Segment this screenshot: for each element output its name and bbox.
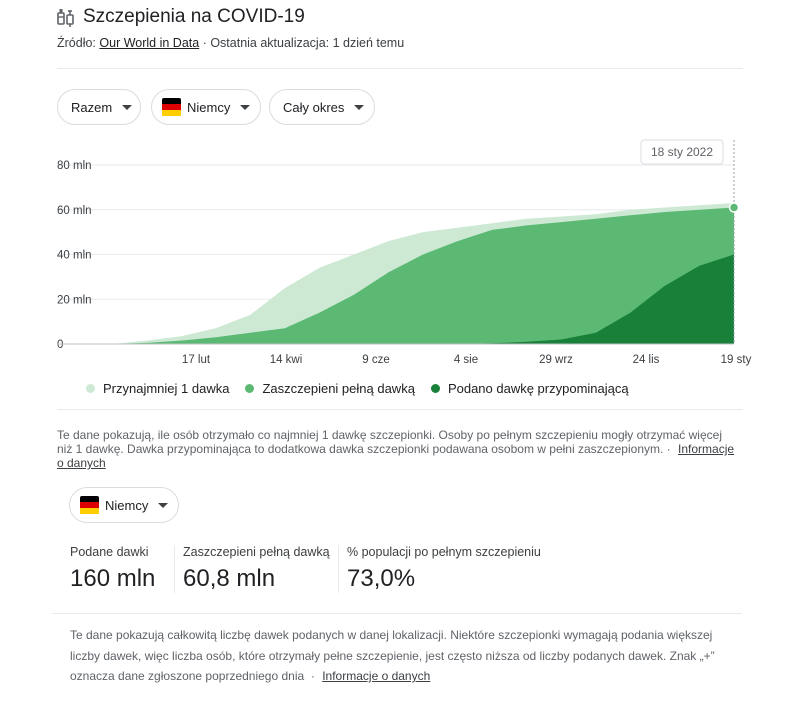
legend-dot (86, 384, 95, 393)
legend-label: Przynajmniej 1 dawka (103, 381, 230, 396)
page-title: Szczepienia na COVID-19 (83, 6, 305, 27)
source-line: Źródło: Our World in Data · Ostatnia akt… (57, 36, 404, 50)
area-booster (112, 254, 734, 344)
range-dropdown[interactable]: Cały okres (269, 89, 375, 125)
stat-population-percent: % populacji po pełnym szczepieniu 73,0% (347, 545, 541, 593)
note-separator: · (307, 669, 315, 683)
data-note-first: Te dane pokazują, ile osób otrzymało co … (57, 428, 737, 470)
last-update: · Ostatnia aktualizacja: 1 dzień temu (202, 36, 405, 50)
stat-value: 160 mln (70, 565, 156, 592)
stat-value: 60,8 mln (183, 565, 276, 592)
y-tick-label: 20 mln (57, 294, 92, 306)
x-tick-label: 19 sty (721, 354, 752, 366)
y-tick-label: 60 mln (57, 205, 92, 217)
stat-divider (338, 545, 339, 593)
x-tick-label: 17 lut (182, 354, 211, 366)
syringe-icon (57, 9, 74, 27)
note-text: Te dane pokazują całkowitą liczbę dawek … (70, 628, 715, 683)
source-prefix: Źródło: (57, 36, 96, 50)
chart-legend: Przynajmniej 1 dawka Zaszczepieni pełną … (86, 381, 645, 396)
metric-dropdown[interactable]: Razem (57, 89, 141, 125)
stat-value: 73,0% (347, 565, 416, 592)
legend-item-fully-vaccinated[interactable]: Zaszczepieni pełną dawką (245, 381, 415, 396)
data-info-link[interactable]: Informacje o danych (322, 669, 431, 683)
header: Szczepienia na COVID-19 (57, 6, 305, 28)
chevron-down-icon (122, 104, 133, 110)
stat-label: Podane dawki (70, 545, 149, 559)
stats-country-label: Niemcy (105, 497, 149, 513)
note-separator: · (666, 442, 671, 456)
legend-label: Zaszczepieni pełną dawką (262, 381, 415, 396)
y-tick-label: 0 (57, 339, 63, 351)
legend-dot (430, 384, 440, 393)
legend-label: Podano dawkę przypominającą (447, 381, 629, 396)
legend-item-booster[interactable]: Podano dawkę przypominającą (430, 381, 629, 396)
vaccination-area-chart[interactable]: 0 20 mln 40 mln 60 mln 80 mln 17 lut 14 kwi 9 c… (0, 135, 800, 370)
stats-country-dropdown[interactable]: Niemcy (69, 487, 179, 523)
x-tick-label: 24 lis (633, 354, 660, 366)
note-text: Te dane pokazują, ile osób otrzymało co … (57, 428, 722, 456)
chevron-down-icon (158, 502, 169, 508)
legend-dot (245, 384, 255, 393)
germany-flag-icon (162, 97, 181, 117)
metric-dropdown-label: Razem (71, 99, 113, 115)
x-tick-label: 29 wrz (539, 354, 573, 366)
x-tick-label: 9 cze (362, 354, 390, 366)
stat-label: % populacji po pełnym szczepieniu (347, 545, 541, 559)
x-tick-label: 14 kwi (270, 354, 303, 366)
hover-point (728, 202, 740, 213)
chevron-down-icon (240, 104, 251, 110)
divider (57, 409, 743, 410)
source-link[interactable]: Our World in Data (99, 36, 200, 50)
legend-item-first-dose[interactable]: Przynajmniej 1 dawka (86, 381, 229, 396)
divider (57, 68, 743, 69)
stat-doses-given: Podane dawki 160 mln (70, 545, 155, 593)
y-tick-label: 80 mln (57, 160, 92, 172)
stat-fully-vaccinated: Zaszczepieni pełną dawką 60,8 mln (183, 545, 330, 593)
tooltip-date: 18 sty 2022 (651, 145, 713, 159)
range-dropdown-label: Cały okres (283, 99, 345, 115)
stat-label: Zaszczepieni pełną dawką (183, 545, 330, 559)
area-fully-vaccinated (112, 207, 734, 344)
country-dropdown-label: Niemcy (187, 99, 231, 115)
country-dropdown[interactable]: Niemcy (151, 89, 261, 125)
data-note-second: Te dane pokazują całkowitą liczbę dawek … (70, 625, 720, 687)
divider (52, 613, 742, 614)
germany-flag-icon (80, 495, 99, 515)
chevron-down-icon (354, 104, 365, 110)
stat-divider (174, 545, 175, 593)
data-info-link[interactable]: Informacje o danych (57, 442, 735, 470)
y-tick-label: 40 mln (57, 250, 92, 262)
x-tick-label: 4 sie (454, 354, 478, 366)
tooltip-box (640, 139, 724, 165)
